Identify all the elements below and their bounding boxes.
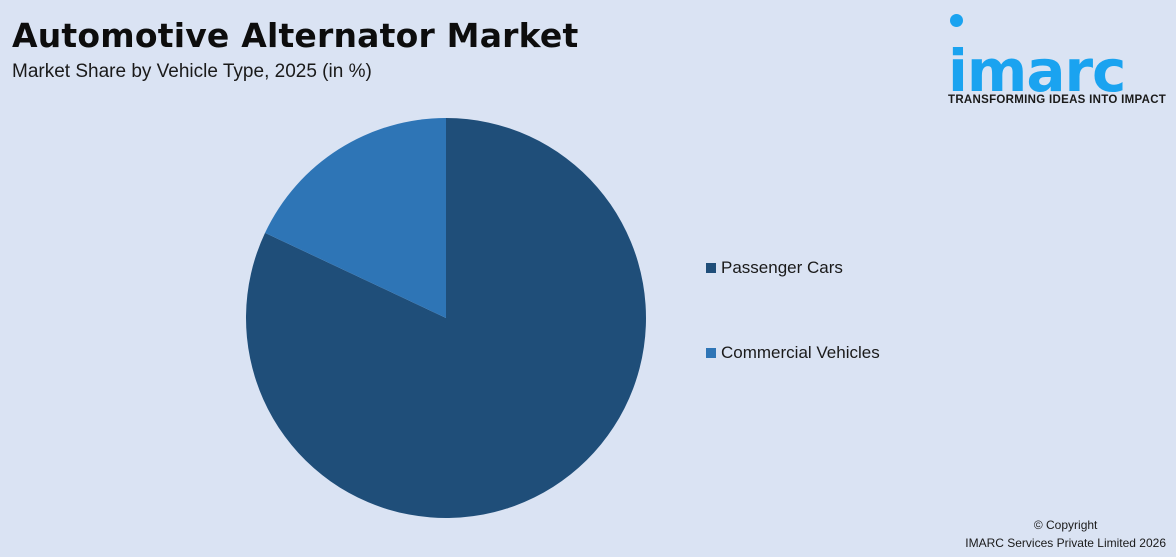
legend-item-passenger-cars: Passenger Cars bbox=[706, 258, 843, 278]
legend-swatch-commercial-vehicles bbox=[706, 348, 716, 358]
copyright-line: © Copyright bbox=[1033, 518, 1098, 532]
pie-slices bbox=[246, 117, 647, 518]
logo-dot-icon bbox=[950, 14, 963, 27]
pie-slice-commercial-vehicles bbox=[265, 117, 446, 319]
copyright-company: IMARC Services Private Limited 2026 bbox=[965, 536, 1166, 550]
chart-title: Automotive Alternator Market bbox=[12, 16, 579, 55]
logo-tagline: TRANSFORMING IDEAS INTO IMPACT bbox=[948, 94, 1167, 106]
legend-swatch-passenger-cars bbox=[706, 263, 716, 273]
pie-slice-passenger-cars bbox=[246, 118, 647, 518]
logo-wordmark: imarc bbox=[948, 37, 1126, 105]
imarc-logo: imarc TRANSFORMING IDEAS INTO IMPACT bbox=[944, 12, 1170, 108]
copyright-notice: © Copyright IMARC Services Private Limit… bbox=[965, 516, 1166, 552]
chart-subtitle: Market Share by Vehicle Type, 2025 (in %… bbox=[12, 61, 372, 82]
legend-label: Passenger Cars bbox=[721, 258, 843, 277]
legend-label: Commercial Vehicles bbox=[721, 343, 880, 362]
legend-item-commercial-vehicles: Commercial Vehicles bbox=[706, 343, 880, 363]
